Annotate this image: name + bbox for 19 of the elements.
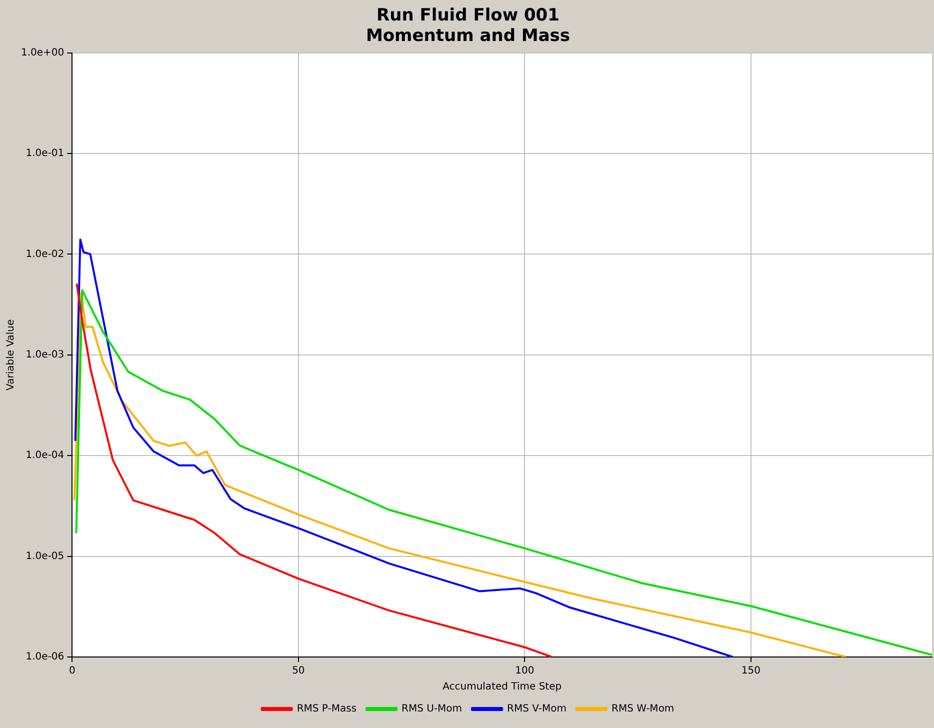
legend-label: RMS U-Mom	[402, 704, 462, 715]
x-tick-label: 50	[292, 666, 305, 677]
y-tick-label: 1.0e-02	[26, 248, 64, 260]
y-tick-label: 1.0e-01	[26, 148, 64, 160]
legend-label: RMS W-Mom	[611, 704, 674, 715]
y-tick-label: 1.0e-05	[26, 550, 64, 562]
x-axis-title: Accumulated Time Step	[442, 682, 562, 693]
y-tick-label: 1.0e-06	[26, 652, 64, 663]
y-tick-label: 1.0e-04	[26, 450, 64, 462]
x-tick-label: 100	[515, 666, 534, 677]
chart-title: Run Fluid Flow 001	[376, 6, 560, 26]
legend-label: RMS V-Mom	[507, 704, 566, 715]
chart-subtitle: Momentum and Mass	[366, 26, 570, 46]
y-tick-label: 1.0e-03	[26, 349, 64, 360]
y-axis-title: Variable Value	[6, 319, 17, 390]
x-tick-label: 0	[68, 666, 76, 677]
legend-label: RMS P-Mass	[296, 704, 357, 715]
x-tick-label: 150	[741, 666, 761, 677]
y-tick-label: 1.0e+00	[20, 47, 64, 58]
